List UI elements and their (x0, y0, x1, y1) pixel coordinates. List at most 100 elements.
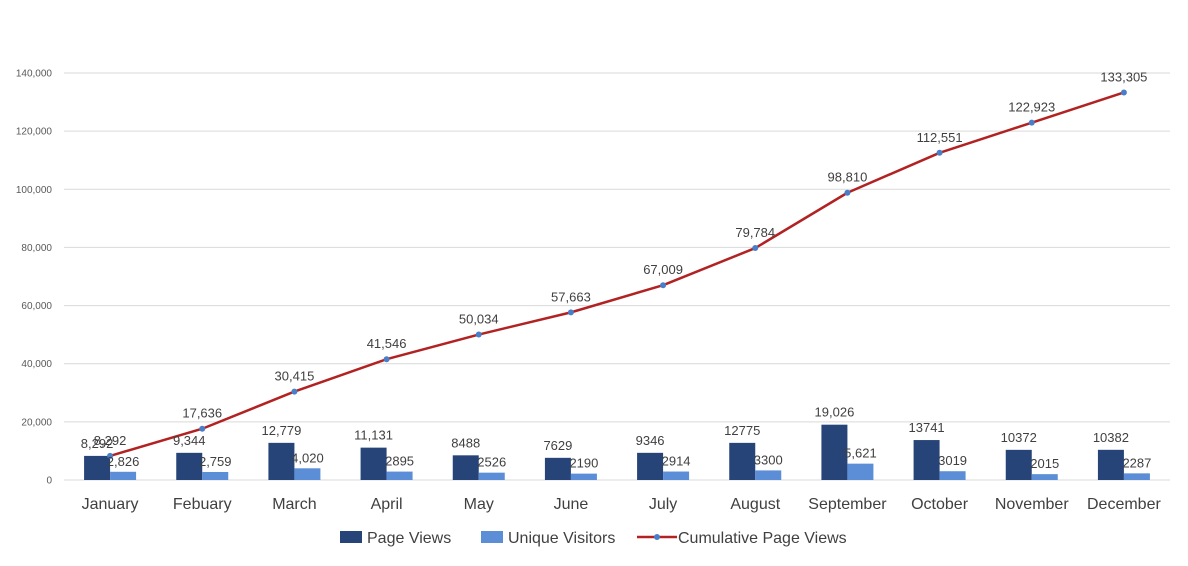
bar-unique-visitors (847, 463, 874, 480)
bar-unique-visitors (1123, 473, 1150, 480)
label-page-views: 19,026 (815, 405, 855, 420)
x-tick-label: October (911, 496, 969, 513)
label-cumulative-page-views: 17,636 (182, 406, 222, 421)
label-page-views: 12,779 (262, 423, 302, 438)
label-page-views: 11,131 (354, 428, 393, 443)
y-tick-label: 140,000 (16, 69, 53, 80)
bar-page-views (729, 442, 756, 480)
legend-marker-cumulative-page-views (654, 534, 660, 540)
bar-page-views (821, 424, 848, 480)
bar-unique-visitors (1031, 474, 1058, 480)
point-cumulative-page-views (199, 425, 206, 432)
label-unique-visitors: 2190 (569, 456, 598, 471)
label-cumulative-page-views: 41,546 (367, 336, 407, 351)
x-tick-label: August (730, 496, 780, 513)
y-tick-label: 40,000 (21, 359, 52, 370)
point-cumulative-page-views (660, 282, 667, 289)
y-tick-label: 60,000 (21, 301, 52, 312)
data-labels: 8,292 2,826 8,292 9,344 2,759 17,636 12,779 4,0… (81, 69, 1152, 471)
label-page-views: 8,292 (81, 436, 114, 451)
bar-unique-visitors (939, 471, 966, 480)
bar-page-views (84, 455, 111, 480)
label-page-views: 9346 (636, 433, 665, 448)
label-cumulative-page-views: 79,784 (735, 225, 775, 240)
legend-label-cumulative-page-views: Cumulative Page Views (678, 530, 847, 547)
line-cumulative-page-views (109, 91, 1125, 458)
label-unique-visitors: 4,020 (291, 450, 324, 465)
bar-unique-visitors (478, 472, 505, 480)
label-cumulative-page-views: 57,663 (551, 289, 591, 304)
label-cumulative-page-views: 50,034 (459, 312, 499, 327)
y-axis: 0 20,000 40,000 60,000 80,000 100,000 120,000 1… (16, 69, 53, 487)
legend-label-page-views: Page Views (367, 530, 451, 547)
label-cumulative-page-views: 98,810 (828, 170, 868, 185)
point-cumulative-page-views (383, 356, 390, 363)
x-tick-label: Febuary (173, 496, 232, 513)
label-unique-visitors: 2,759 (199, 454, 232, 469)
label-unique-visitors: 3019 (938, 453, 967, 468)
x-tick-label: December (1087, 496, 1161, 513)
legend-swatch-unique-visitors (481, 531, 503, 543)
x-tick-label: January (82, 496, 139, 513)
point-cumulative-page-views (475, 331, 482, 338)
bar-unique-visitors (202, 471, 229, 480)
bar-page-views (452, 455, 479, 480)
label-unique-visitors: 2526 (477, 455, 506, 470)
y-tick-label: 0 (46, 476, 52, 487)
label-cumulative-page-views: 112,551 (917, 130, 963, 145)
label-page-views: 10382 (1093, 430, 1129, 445)
bar-page-views (268, 442, 295, 480)
y-tick-label: 20,000 (21, 417, 52, 428)
label-unique-visitors: 3300 (754, 452, 783, 467)
bar-page-views (176, 452, 203, 480)
label-unique-visitors: 5,621 (844, 446, 877, 461)
x-tick-label: March (272, 496, 316, 513)
label-cumulative-page-views: 30,415 (275, 369, 315, 384)
legend-swatch-page-views (340, 531, 362, 543)
gridlines (64, 72, 1170, 481)
x-tick-label: June (554, 496, 589, 513)
x-tick-label: April (371, 496, 403, 513)
label-unique-visitors: 2015 (1030, 456, 1059, 471)
bar-page-views (1005, 449, 1032, 480)
label-cumulative-page-views: 122,923 (1008, 100, 1055, 115)
x-tick-label: July (649, 496, 677, 513)
cumulative-line (107, 89, 1127, 459)
x-axis: January Febuary March April May June July Augus… (82, 496, 1162, 513)
label-unique-visitors: 2287 (1122, 455, 1151, 470)
label-page-views: 8488 (451, 435, 480, 450)
label-page-views: 7629 (543, 438, 572, 453)
point-cumulative-page-views (936, 149, 943, 156)
bar-page-views (637, 452, 664, 480)
bar-page-views (360, 447, 387, 480)
label-cumulative-page-views: 67,009 (643, 262, 683, 277)
bar-unique-visitors (663, 471, 690, 480)
bar-unique-visitors (294, 468, 321, 480)
label-page-views: 9,344 (173, 433, 206, 448)
x-tick-label: September (808, 496, 887, 513)
label-unique-visitors: 2895 (385, 454, 414, 469)
y-tick-label: 120,000 (16, 127, 53, 138)
label-unique-visitors: 2,826 (107, 454, 140, 469)
label-page-views: 12775 (724, 423, 760, 438)
bars (84, 424, 1150, 480)
legend: Page Views Unique Visitors Cumulative Page… (340, 530, 847, 547)
legend-label-unique-visitors: Unique Visitors (508, 530, 615, 547)
label-cumulative-page-views: 133,305 (1100, 69, 1147, 84)
label-page-views: 10372 (1001, 430, 1037, 445)
bar-page-views (913, 440, 940, 480)
point-cumulative-page-views (752, 245, 759, 252)
bar-page-views (1097, 449, 1124, 480)
bar-page-views (544, 457, 571, 480)
y-tick-label: 100,000 (16, 185, 53, 196)
point-cumulative-page-views (1028, 119, 1035, 126)
label-cumulative-page-views: 8,292 (94, 433, 127, 448)
bar-unique-visitors (570, 473, 597, 480)
bar-unique-visitors (110, 471, 137, 480)
x-tick-label: November (995, 496, 1069, 513)
bar-unique-visitors (755, 470, 782, 480)
point-cumulative-page-views (1120, 89, 1127, 96)
label-unique-visitors: 2914 (662, 454, 691, 469)
bar-unique-visitors (386, 471, 413, 480)
